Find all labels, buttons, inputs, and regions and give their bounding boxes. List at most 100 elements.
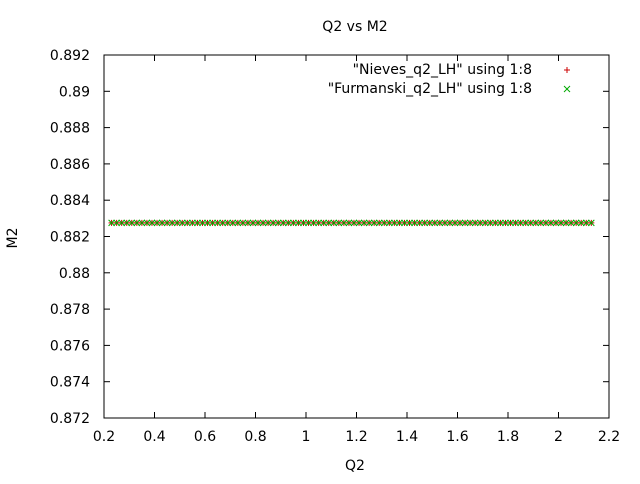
data-point-series-1: [527, 219, 535, 227]
data-point-series-1: [466, 219, 474, 227]
data-point-series-1: [517, 219, 524, 227]
data-point-series-1: [274, 219, 282, 227]
data-point-series-1: [340, 219, 348, 227]
data-marks: [108, 219, 595, 227]
data-point-series-1: [522, 219, 530, 227]
data-point-series-1: [325, 219, 333, 227]
data-point-series-1: [224, 219, 232, 227]
data-point-series-1: [360, 219, 368, 227]
data-point-series-1: [396, 219, 403, 227]
data-point-series-1: [577, 219, 585, 227]
x-tick-label: 0.4: [143, 429, 165, 445]
data-point-series-1: [178, 219, 186, 227]
chart-title: Q2 vs M2: [322, 19, 387, 35]
data-point-series-1: [264, 219, 272, 227]
data-point-series-1: [426, 219, 434, 227]
data-point-series-1: [512, 219, 519, 227]
data-point-series-1: [335, 219, 343, 227]
data-point-series-1: [138, 219, 146, 227]
data-point-series-1: [481, 219, 489, 227]
data-point-series-1: [380, 219, 388, 227]
data-point-series-1: [148, 219, 156, 227]
data-point-series-1: [173, 219, 181, 227]
legend-label-furmanski: "Furmanski_q2_LH" using 1:8: [328, 81, 532, 97]
data-point-series-1: [194, 219, 201, 227]
data-point-series-1: [497, 219, 504, 227]
data-point-series-1: [158, 219, 166, 227]
y-tick-label: 0.892: [50, 48, 90, 64]
data-point-series-1: [562, 219, 570, 227]
y-tick-label: 0.886: [50, 157, 90, 173]
data-point-series-1: [456, 219, 464, 227]
legend-marker-nieves: [564, 67, 570, 73]
data-point-series-1: [542, 219, 550, 227]
data-point-series-1: [401, 219, 408, 227]
data-point-series-1: [567, 219, 575, 227]
data-point-series-1: [431, 219, 439, 227]
data-point-series-1: [411, 219, 418, 227]
data-point-series-1: [370, 219, 378, 227]
data-point-series-1: [451, 219, 459, 227]
legend-marker-furmanski: [563, 85, 571, 93]
data-point-series-1: [502, 219, 509, 227]
data-point-series-1: [375, 219, 383, 227]
data-point-series-1: [279, 219, 287, 227]
data-point-series-1: [199, 219, 206, 227]
data-point-series-1: [300, 219, 307, 227]
x-tick-label: 1.8: [497, 429, 519, 445]
data-point-series-1: [284, 219, 292, 227]
data-point-series-1: [214, 219, 221, 227]
data-point-series-1: [305, 219, 312, 227]
y-tick-label: 0.876: [50, 338, 90, 354]
x-tick-label: 1: [302, 429, 311, 445]
y-tick-label: 0.89: [59, 84, 90, 100]
data-point-series-1: [315, 219, 322, 227]
y-tick-label: 0.88: [59, 266, 90, 282]
data-point-series-1: [587, 219, 595, 227]
data-point-series-1: [295, 219, 302, 227]
data-point-series-1: [310, 219, 317, 227]
y-axis-label: M2: [5, 228, 21, 249]
data-point-series-1: [552, 219, 560, 227]
y-tick-label: 0.888: [50, 121, 90, 137]
data-point-series-1: [355, 219, 363, 227]
data-point-series-1: [320, 219, 328, 227]
data-point-series-1: [537, 219, 545, 227]
y-tick-label: 0.878: [50, 302, 90, 318]
x-axis-label: Q2: [345, 458, 365, 474]
axis-ticks: 0.2 0.4 0.6 0.8 1 1.2 1.4 1.6 1.8 2 2.2 0.872 0.874 0…: [50, 48, 620, 445]
data-point-series-1: [204, 219, 211, 227]
x-tick-label: 0.6: [194, 429, 216, 445]
data-point-series-1: [572, 219, 580, 227]
data-point-series-1: [239, 219, 247, 227]
data-point-series-1: [163, 219, 171, 227]
legend-label-nieves: "Nieves_q2_LH" using 1:8: [353, 62, 532, 78]
data-point-series-1: [118, 219, 126, 227]
legend-symbol: [563, 85, 571, 93]
data-point-series-1: [416, 219, 423, 227]
data-point-series-1: [350, 219, 358, 227]
x-tick-label: 0.2: [93, 429, 115, 445]
x-tick-label: 2.2: [598, 429, 620, 445]
data-point-series-1: [471, 219, 479, 227]
data-point-series-1: [123, 219, 131, 227]
x-tick-label: 2: [554, 429, 563, 445]
data-point-series-1: [507, 219, 514, 227]
data-point-series-1: [476, 219, 484, 227]
data-point-series-1: [345, 219, 353, 227]
data-point-series-1: [229, 219, 237, 227]
data-point-series-1: [183, 219, 191, 227]
data-point-series-1: [234, 219, 242, 227]
data-point-series-1: [446, 219, 454, 227]
data-point-series-1: [406, 219, 413, 227]
data-point-series-1: [113, 219, 120, 227]
data-point-series-1: [143, 219, 151, 227]
data-point-series-1: [547, 219, 555, 227]
data-point-series-1: [254, 219, 262, 227]
data-point-series-1: [421, 219, 429, 227]
x-tick-label: 1.4: [396, 429, 418, 445]
data-point-series-1: [486, 219, 494, 227]
data-point-series-1: [461, 219, 469, 227]
data-point-series-1: [189, 219, 196, 227]
data-point-series-1: [219, 219, 227, 227]
